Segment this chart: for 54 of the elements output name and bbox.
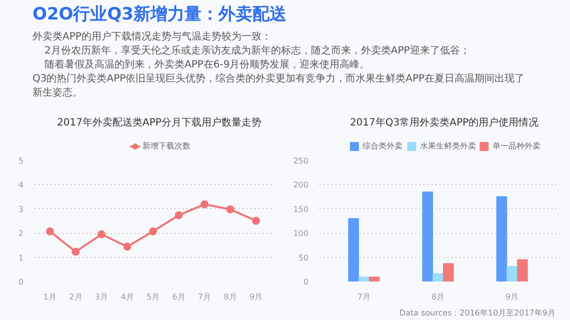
legend-label: 综合类外卖 — [362, 142, 403, 150]
x-tick-label: 6月 — [172, 292, 186, 302]
bar — [422, 191, 434, 282]
y-tick-label: 3 — [18, 204, 24, 214]
y-tick-label: 250 — [293, 156, 309, 166]
y-tick-label: 4 — [18, 180, 24, 190]
x-tick-label: 4月 — [120, 292, 134, 302]
legend-label: 单一品种外卖 — [492, 142, 540, 150]
bar — [358, 276, 370, 282]
point — [226, 205, 234, 214]
x-tick-label: 5月 — [146, 292, 160, 302]
point — [200, 200, 209, 208]
legend-label: 水果生鲜类外卖 — [420, 142, 476, 150]
bar — [348, 218, 359, 282]
y-tick-label: 50 — [298, 253, 309, 262]
text: 外卖类APP的用户下载情况走势与气温走势较为一致： — [32, 30, 272, 42]
text: O2O行业Q3新增力量：外卖配送 — [32, 4, 287, 24]
y-tick-label: 5 — [18, 156, 24, 166]
chart-title: 2017年Q3常用外卖类APP的用户使用情况 — [350, 116, 539, 128]
x-tick-label: 3月 — [94, 292, 108, 302]
point — [252, 216, 260, 225]
y-tick-label: 200 — [293, 180, 309, 190]
bar — [496, 196, 508, 282]
bar — [368, 276, 380, 282]
y-tick-label: 1 — [18, 253, 24, 262]
text: 2月份农历新年，享受天伦之乐或走亲访友成为新年的标志，随之而来，外卖类APP迎来了低谷； — [44, 44, 470, 56]
bar — [442, 263, 454, 282]
text: Q3的热门外卖类APP依旧呈现巨头优势，综合类的外卖更加有竞争力，而水果生鲜类APP在夏日高温期间出现了新生姿态。 — [32, 72, 525, 98]
y-tick-label: 0 — [303, 278, 309, 286]
y-tick-label: 100 — [293, 229, 309, 238]
x-tick-label: 2月 — [69, 292, 82, 302]
y-tick-label: 2 — [18, 229, 24, 238]
x-tick-label: 8月 — [431, 292, 445, 302]
x-tick-label: 9月 — [250, 292, 263, 302]
x-tick-label: 7月 — [357, 292, 370, 302]
x-tick-label: 1月 — [43, 292, 57, 302]
x-tick-label: 7月 — [198, 292, 212, 302]
point — [72, 248, 80, 256]
point — [174, 211, 183, 220]
point — [123, 242, 132, 251]
bar — [517, 259, 528, 282]
point — [97, 230, 106, 238]
point — [149, 227, 157, 236]
bar — [506, 266, 518, 282]
text: Data sources : 2016年10月至2017年9月 — [399, 308, 556, 318]
y-tick-label: 150 — [293, 204, 309, 214]
text: 随着暑假及高温的到来，外卖类APP在6-9月份顺势发展，迎来使用高峰。 — [44, 58, 370, 70]
x-tick-label: 9月 — [506, 292, 519, 302]
point — [46, 227, 54, 236]
y-tick-label: 0 — [18, 278, 24, 286]
bar — [432, 273, 444, 282]
legend-label: 新增下载次数 — [142, 142, 191, 150]
chart-title: 2017年外卖配送类APP分月下载用户数量走势 — [57, 116, 262, 128]
x-tick-label: 8月 — [224, 292, 237, 302]
